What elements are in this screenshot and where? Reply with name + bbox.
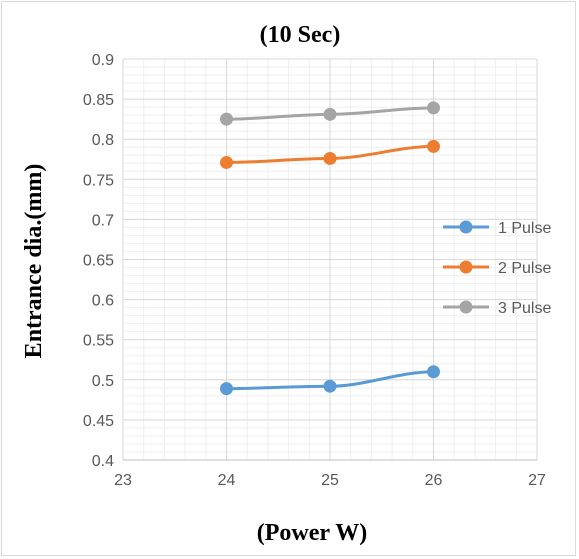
legend-marker-1-pulse — [459, 220, 473, 234]
data-point-1-pulse — [427, 365, 440, 379]
chart-title: (10 Sec) — [260, 22, 341, 48]
legend-marker-3-pulse — [459, 300, 473, 314]
axes: 0.4 0.45 0.5 0.55 0.6 0.65 0.7 0.75 0.8 0.85 0.9 23… — [83, 52, 546, 489]
y-tick-label: 0.4 — [92, 453, 114, 470]
y-tick-label: 0.45 — [83, 413, 114, 430]
data-point-3-pulse — [427, 101, 440, 115]
y-tick-label: 0.65 — [83, 253, 114, 270]
legend: 1 Pulse 2 Pulse 3 Pulse — [443, 220, 551, 317]
grid-lines — [122, 58, 538, 461]
y-tick-label: 0.85 — [83, 92, 114, 109]
data-point-2-pulse — [220, 155, 233, 169]
x-tick-label: 24 — [218, 472, 236, 489]
y-tick-label: 0.5 — [92, 373, 114, 390]
y-tick-label: 0.8 — [92, 132, 114, 149]
x-axis-title: (Power W) — [257, 520, 367, 546]
y-axis-title: Entrance dia.(mm) — [21, 164, 47, 359]
legend-label-2-pulse: 2 Pulse — [498, 260, 551, 277]
data-point-3-pulse — [220, 112, 233, 126]
series-layer — [220, 101, 440, 396]
y-tick-label: 0.9 — [92, 52, 114, 69]
y-tick-label: 0.6 — [92, 293, 114, 310]
x-tick-label: 25 — [321, 472, 339, 489]
x-tick-label: 27 — [528, 472, 546, 489]
data-point-1-pulse — [323, 379, 337, 393]
y-tick-label: 0.75 — [83, 172, 114, 189]
data-point-3-pulse — [323, 107, 337, 121]
legend-label-1-pulse: 1 Pulse — [498, 220, 551, 237]
data-point-1-pulse — [220, 382, 233, 396]
y-tick-label: 0.7 — [92, 212, 114, 229]
data-point-2-pulse — [323, 151, 337, 165]
x-tick-label: 26 — [425, 472, 443, 489]
legend-label-3-pulse: 3 Pulse — [498, 300, 551, 317]
legend-marker-2-pulse — [459, 260, 473, 274]
x-tick-label: 23 — [114, 472, 132, 489]
y-tick-label: 0.55 — [83, 333, 114, 350]
data-point-2-pulse — [427, 139, 440, 153]
